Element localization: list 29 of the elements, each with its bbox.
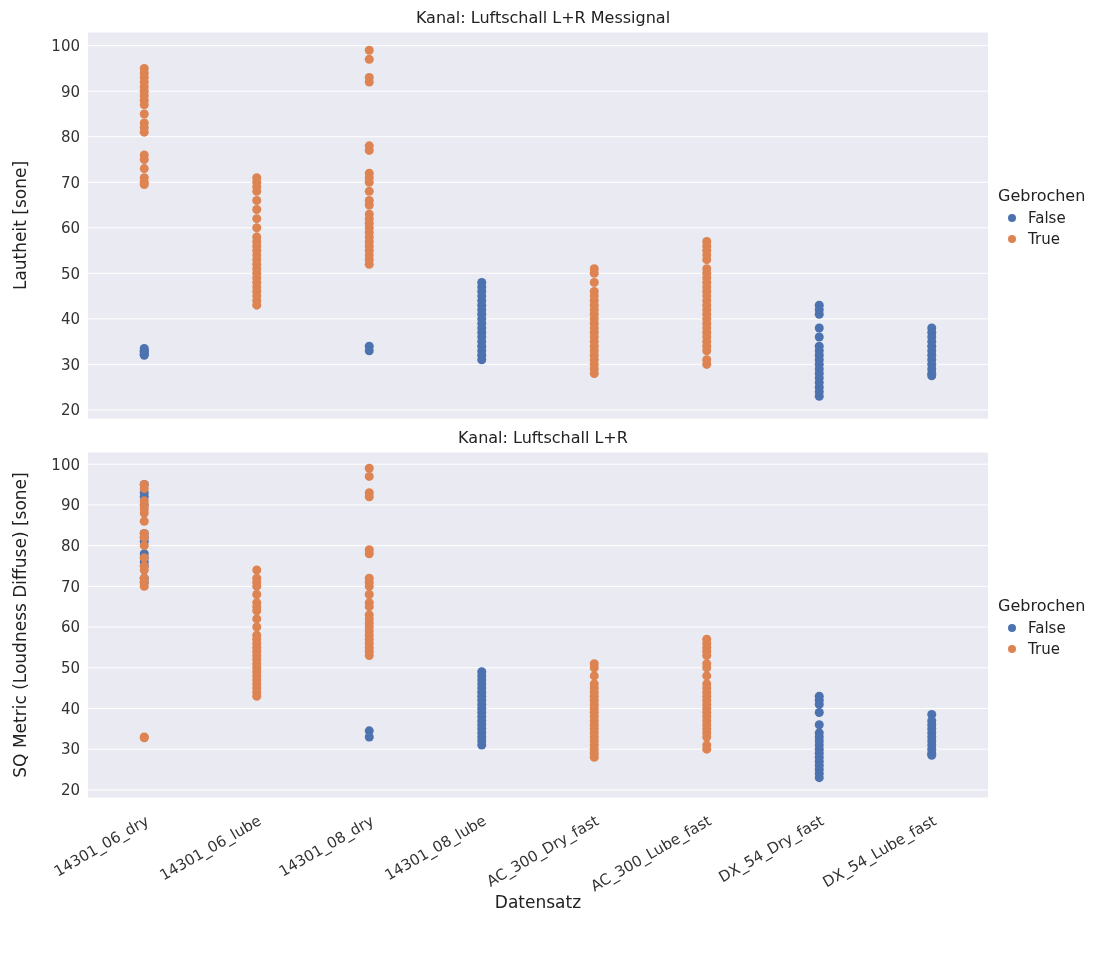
y-tick-label: 100 xyxy=(51,455,80,474)
y-tick-label: 100 xyxy=(51,36,80,55)
y-tick-label: 60 xyxy=(60,618,80,637)
y-tick-label: 90 xyxy=(60,82,80,101)
y-axis-title: Lautheit [sone] xyxy=(10,160,31,291)
y-tick-label: 90 xyxy=(60,496,80,515)
legend-label: False xyxy=(1028,618,1066,637)
chart-title: Kanal: Luftschall L+R Messignal xyxy=(414,8,672,28)
chart-title: Kanal: Luftschall L+R xyxy=(457,428,629,448)
y-tick-label: 20 xyxy=(60,401,80,420)
y-tick-label: 30 xyxy=(60,740,80,759)
y-tick-label: 40 xyxy=(60,310,80,329)
legend-label: True xyxy=(1028,639,1060,658)
y-tick-label: 20 xyxy=(60,781,80,800)
y-tick-label: 40 xyxy=(60,699,80,718)
x-axis-title: Datensatz xyxy=(494,892,582,912)
y-tick-label: 30 xyxy=(60,355,80,374)
legend-label: False xyxy=(1028,208,1066,227)
y-tick-label: 50 xyxy=(60,264,80,283)
y-axis-title: SQ Metric (Loudness Diffuse) [sone] xyxy=(10,472,31,778)
legend-label: True xyxy=(1028,229,1060,248)
y-tick-label: 80 xyxy=(60,536,80,555)
legend-title: Gebrochen xyxy=(998,185,1087,205)
y-tick-label: 80 xyxy=(60,128,80,147)
y-tick-label: 50 xyxy=(60,659,80,678)
y-tick-label: 70 xyxy=(60,577,80,596)
y-tick-label: 70 xyxy=(60,173,80,192)
legend-title: Gebrochen xyxy=(998,595,1087,615)
y-tick-label: 60 xyxy=(60,219,80,238)
